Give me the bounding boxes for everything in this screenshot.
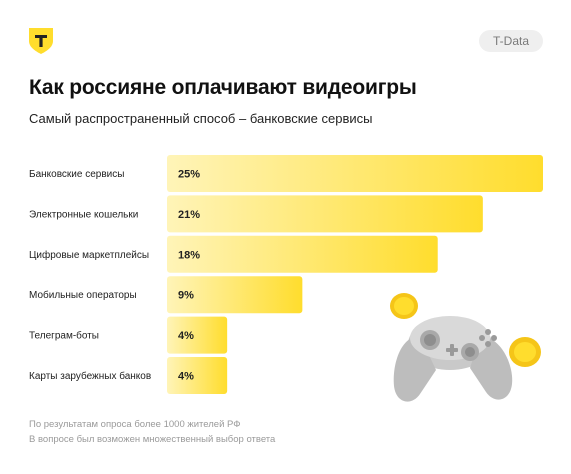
chart-title: Как россияне оплачивают видеоигры: [29, 76, 417, 99]
gamepad-with-coins-icon: [390, 293, 541, 402]
footnote-survey: По результатам опроса более 1000 жителей…: [29, 419, 241, 430]
value-label: 25%: [178, 169, 200, 181]
bar-3: [167, 276, 303, 314]
bar-2: [167, 235, 438, 273]
chart-subtitle: Самый распространенный способ – банковск…: [29, 111, 373, 126]
category-label: Мобильные операторы: [29, 289, 137, 301]
value-label: 21%: [178, 209, 200, 221]
footnote-multiple-choice: В вопросе был возможен множественный выб…: [29, 434, 276, 445]
bar-1: [167, 195, 483, 233]
category-label: Карты зарубежных банков: [29, 370, 151, 382]
category-label: Телеграм-боты: [29, 330, 99, 342]
category-label: Банковские сервисы: [29, 169, 124, 180]
category-label: Цифровые маркетплейсы: [29, 249, 149, 261]
brand-logo-icon: [29, 28, 53, 54]
value-label: 4%: [178, 371, 194, 383]
category-label: Электронные кошельки: [29, 209, 138, 220]
value-label: 9%: [178, 290, 194, 302]
value-label: 4%: [178, 330, 194, 342]
bar-5: [167, 357, 228, 394]
bar-4: [167, 316, 228, 354]
bar-0: [167, 155, 543, 192]
source-tag: T-Data: [478, 30, 543, 52]
value-label: 18%: [178, 249, 200, 261]
